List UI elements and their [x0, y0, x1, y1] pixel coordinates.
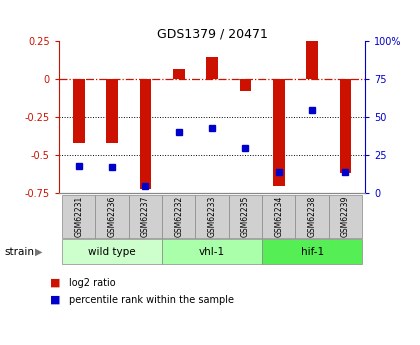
Bar	[173, 69, 185, 79]
Bar	[139, 79, 151, 189]
Text: log2 ratio: log2 ratio	[69, 278, 116, 287]
Bar	[73, 79, 84, 143]
Text: GSM62235: GSM62235	[241, 196, 250, 237]
Text: GSM62237: GSM62237	[141, 196, 150, 237]
Text: wild type: wild type	[88, 247, 136, 256]
Text: strain: strain	[4, 247, 34, 256]
Bar	[206, 57, 218, 79]
Title: GDS1379 / 20471: GDS1379 / 20471	[157, 27, 268, 40]
Text: ▶: ▶	[35, 247, 42, 256]
Text: GSM62232: GSM62232	[174, 196, 183, 237]
Text: GSM62234: GSM62234	[274, 196, 283, 237]
Bar	[273, 79, 285, 186]
Text: percentile rank within the sample: percentile rank within the sample	[69, 295, 234, 305]
Bar	[306, 41, 318, 79]
Bar	[340, 79, 351, 174]
Text: ■: ■	[50, 295, 61, 305]
Text: GSM62238: GSM62238	[307, 196, 317, 237]
Text: vhl-1: vhl-1	[199, 247, 225, 256]
Bar	[239, 79, 251, 91]
Text: hif-1: hif-1	[301, 247, 324, 256]
Text: GSM62236: GSM62236	[108, 196, 117, 237]
Text: GSM62239: GSM62239	[341, 196, 350, 237]
Text: GSM62231: GSM62231	[74, 196, 83, 237]
Text: ■: ■	[50, 278, 61, 287]
Bar	[106, 79, 118, 143]
Text: GSM62233: GSM62233	[207, 196, 217, 237]
